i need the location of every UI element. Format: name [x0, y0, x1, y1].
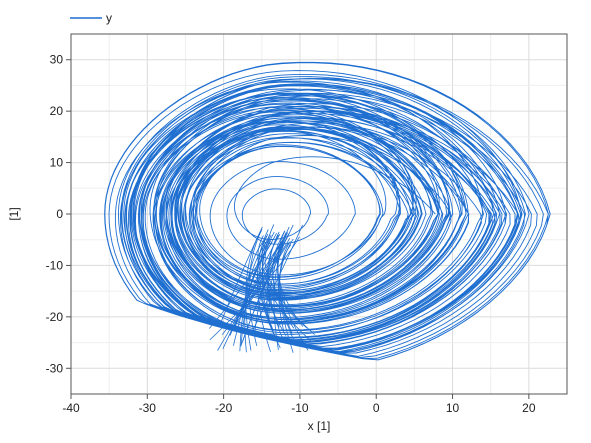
series-line-y-streak — [252, 224, 303, 331]
ticks: -40 -30 -20 -10 0 10 20 -30 -20 -10 0 10 20 30 — [46, 53, 536, 415]
y-tick-label: -10 — [46, 258, 64, 272]
x-axis-title: x [1] — [308, 419, 331, 433]
series-line-y-streak — [240, 242, 289, 346]
series-line-y-streak — [261, 233, 308, 329]
y-tick-label: -30 — [46, 361, 64, 375]
series-line-y-streak — [239, 242, 267, 352]
series-line-y — [104, 61, 551, 361]
series-line-y-streak — [277, 232, 295, 342]
series-line-y-streak — [279, 244, 293, 334]
series-line-y-streak — [259, 234, 278, 342]
x-tick-label: 20 — [522, 401, 536, 415]
series-line-y-streak — [222, 233, 281, 349]
y-tick-label: 0 — [56, 207, 63, 221]
series-line-y-streak — [256, 229, 271, 353]
x-tick-label: 10 — [446, 401, 460, 415]
series-line-y-streak — [261, 224, 275, 332]
y-axis-title: [1] — [7, 207, 21, 220]
series-line-y-streak — [254, 231, 285, 333]
series-line-y-streak — [221, 224, 294, 335]
series-line-y-streak — [257, 235, 313, 343]
x-tick-label: -20 — [215, 401, 233, 415]
x-tick-label: -40 — [62, 401, 80, 415]
series-line-y-streak — [245, 232, 261, 351]
legend: y — [70, 11, 112, 25]
series-line-y-streak — [277, 232, 304, 327]
x-tick-label: -10 — [291, 401, 309, 415]
series-line-y-streak — [266, 236, 286, 320]
x-tick-label: 0 — [373, 401, 380, 415]
series-line-y-streak — [264, 240, 315, 335]
series-y — [104, 61, 551, 361]
y-tick-label: 30 — [50, 53, 64, 67]
series-line-y-streak — [244, 242, 263, 353]
legend-label-y: y — [106, 11, 112, 25]
y-tick-label: 20 — [50, 104, 64, 118]
y-tick-label: -20 — [46, 310, 64, 324]
series-line-y-streak — [240, 239, 270, 347]
series-line-y-streak — [272, 241, 295, 329]
y-tick-label: 10 — [50, 156, 64, 170]
x-tick-label: -30 — [139, 401, 157, 415]
